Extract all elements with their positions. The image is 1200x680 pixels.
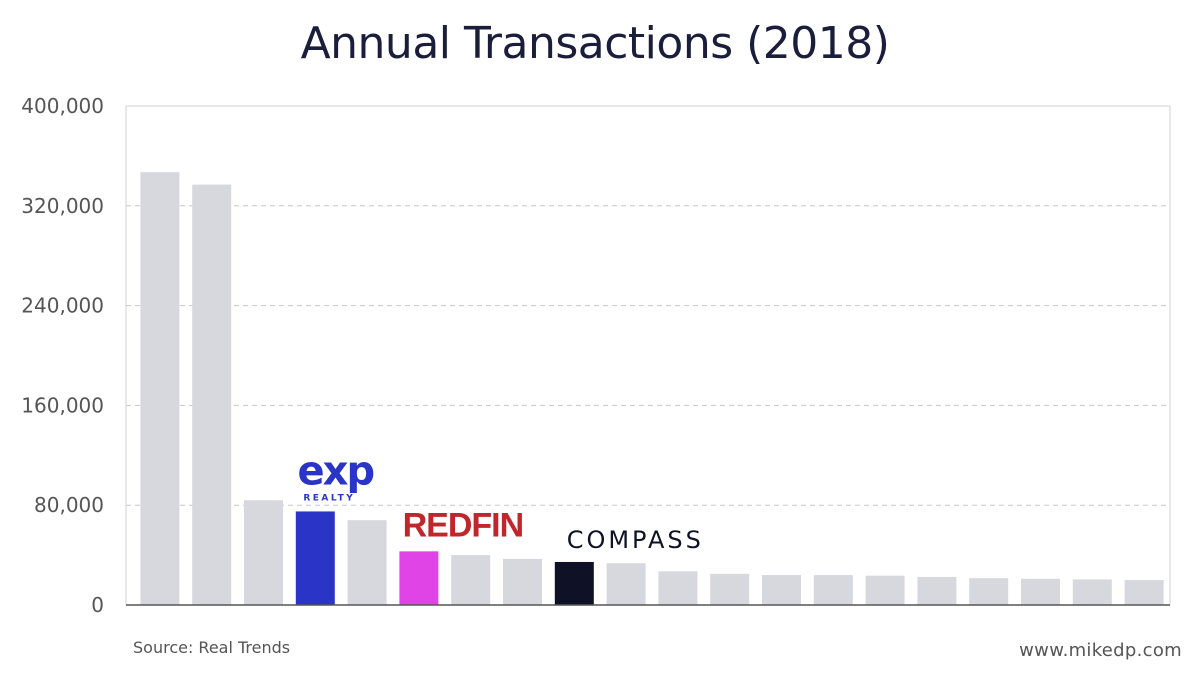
compass-logo: COMPASS [567, 526, 704, 554]
y-tick-label-0: 0 [91, 593, 104, 617]
exp-logo-subtext: REALTY [303, 493, 355, 503]
redfin-logo: REDFIN [403, 506, 524, 544]
bar-20 [1124, 580, 1164, 605]
exp-logo-text: exp [298, 448, 374, 494]
bar-16 [917, 576, 957, 605]
bar-1 [140, 172, 180, 605]
bar-11 [658, 571, 698, 605]
chart-title: Annual Transactions (2018) [300, 18, 890, 69]
website-credit: www.mikedp.com [1019, 640, 1182, 661]
gridlines [125, 105, 1171, 605]
bar-2 [192, 184, 232, 605]
bar-4 [295, 511, 335, 605]
y-tick-label-1: 80,000 [34, 493, 104, 517]
bar-19 [1072, 579, 1112, 605]
y-tick-label-3: 240,000 [21, 294, 104, 318]
bar-18 [1021, 578, 1060, 605]
bars [140, 172, 1164, 605]
y-tick-label-5: 400,000 [21, 94, 104, 118]
bar-8 [503, 558, 542, 605]
bar-5 [347, 520, 387, 605]
y-tick-label-2: 160,000 [21, 393, 104, 417]
y-axis-ticks: 0 80,000 160,000 240,000 320,000 400,000 [21, 94, 104, 617]
bar-13 [762, 575, 801, 605]
bar-14 [813, 575, 853, 605]
bar-15 [865, 575, 905, 605]
bar-3 [244, 500, 283, 605]
source-note: Source: Real Trends [133, 638, 291, 657]
bar-7 [451, 555, 491, 605]
bar-9 [554, 561, 594, 605]
bar-17 [969, 578, 1009, 605]
bar-6 [399, 551, 439, 605]
bar-12 [710, 573, 750, 605]
bar-10 [606, 563, 646, 605]
y-tick-label-4: 320,000 [21, 194, 104, 218]
